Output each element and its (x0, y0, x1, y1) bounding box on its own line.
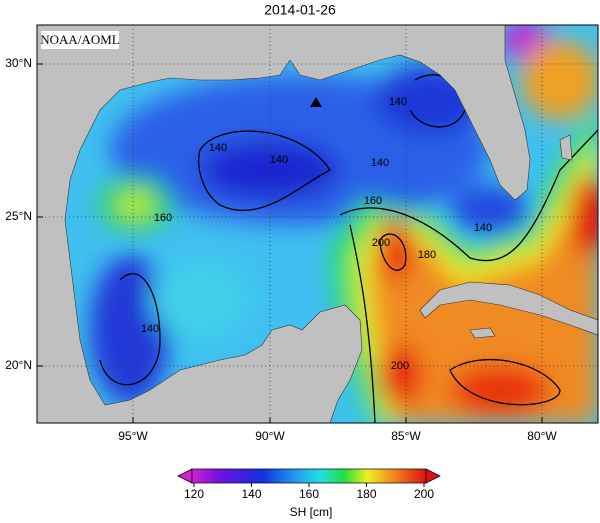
land (37, 25, 598, 423)
colorbar-tick-label: 140 (241, 487, 261, 501)
contour-label: 200 (391, 360, 409, 372)
graticule (37, 25, 598, 423)
contour-label: 140 (141, 323, 159, 335)
contour-label: 140 (371, 157, 389, 169)
map-frame (36, 24, 599, 424)
title: 2014-01-26 (264, 2, 336, 18)
colorbar-label: SH [cm] (290, 505, 333, 519)
colorbar-tick-label: 200 (414, 487, 434, 501)
colorbar (177, 468, 441, 484)
lon-label: 80°W (527, 429, 557, 443)
contour-label: 200 (372, 237, 390, 249)
lon-label: 90°W (255, 429, 285, 443)
colorbar-ticks: 120 140 160 180 200 (184, 483, 434, 501)
lat-label: 30°N (5, 56, 32, 70)
colorbar-tick-label: 160 (299, 487, 319, 501)
contour-label: 140 (270, 154, 288, 166)
axes: 95°W 90°W 85°W 80°W 30°N 25°N 20°N (5, 56, 557, 443)
contour-label: 160 (364, 195, 382, 207)
lat-label: 25°N (5, 209, 32, 223)
lon-label: 95°W (118, 429, 148, 443)
station-marker (310, 97, 322, 107)
watermark-box (41, 31, 119, 49)
contour-labels: 140 140 140 140 140 140 160 160 180 200 … (141, 96, 492, 372)
contour-label: 180 (418, 249, 436, 261)
contour-label: 140 (389, 96, 407, 108)
colorbar-tick-label: 120 (184, 487, 204, 501)
colorbar-tick-label: 180 (356, 487, 376, 501)
contour-label: 140 (209, 142, 227, 154)
lat-label: 20°N (5, 358, 32, 372)
contour-label: 160 (154, 212, 172, 224)
watermark: NOAA/AOML (40, 32, 120, 47)
contour-label: 140 (474, 222, 492, 234)
lon-label: 85°W (391, 429, 421, 443)
